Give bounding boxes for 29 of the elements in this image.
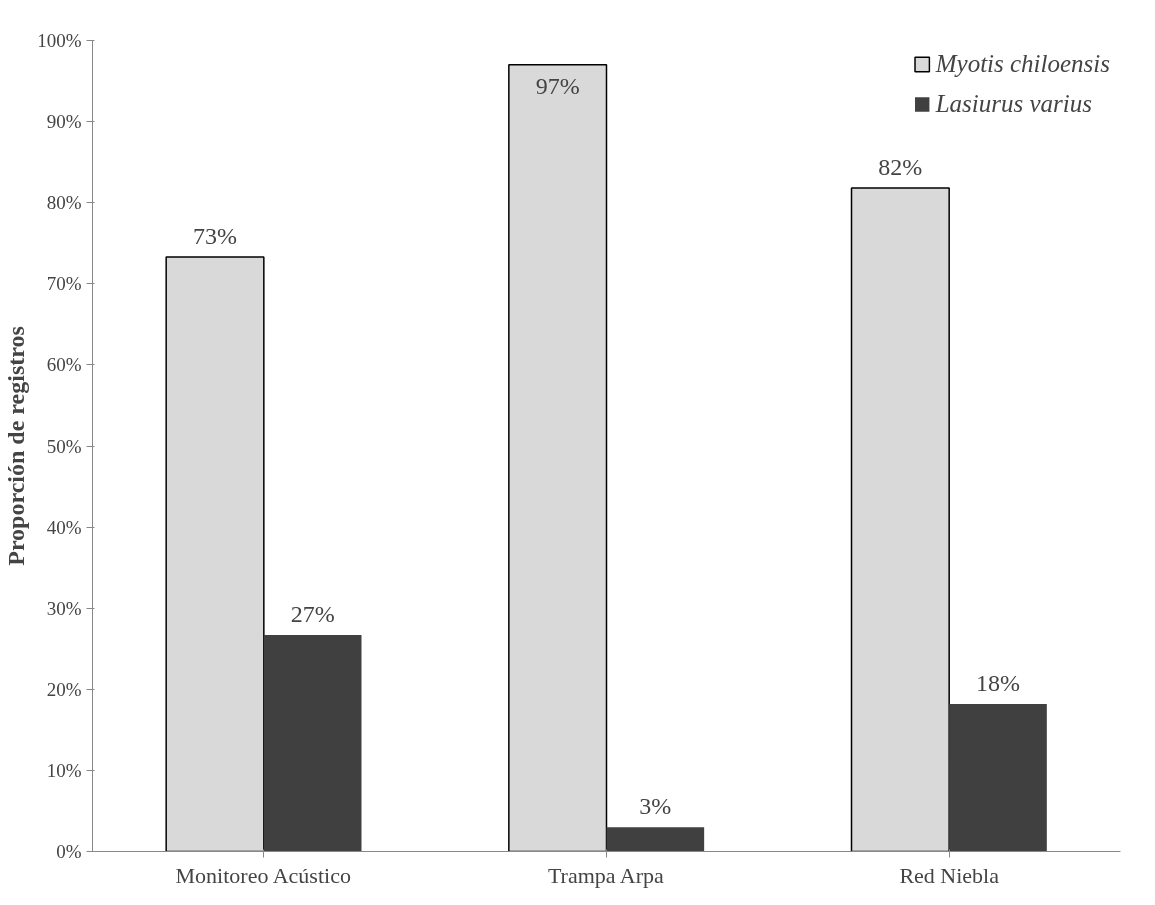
bar — [508, 64, 608, 852]
y-tick-label: 10% — [46, 759, 82, 781]
bar — [949, 703, 1047, 852]
data-label: 18% — [976, 669, 1020, 696]
legend-label: Myotis chiloensis — [935, 50, 1110, 78]
x-tick-label: Monitoreo Acústico — [175, 862, 351, 888]
y-tick-label: 60% — [46, 354, 82, 376]
data-label: 3% — [639, 793, 672, 820]
legend-label: Lasiurus varius — [935, 90, 1093, 118]
y-tick-label: 0% — [56, 841, 82, 862]
y-tick-label: 100% — [37, 30, 82, 51]
y-tick-label: 80% — [46, 192, 82, 214]
data-label: 97% — [535, 72, 580, 99]
y-tick-label: 30% — [46, 597, 82, 619]
y-tick-label: 50% — [46, 435, 82, 457]
data-label: 27% — [290, 600, 335, 627]
y-tick-label: 90% — [46, 111, 82, 133]
bar — [606, 827, 705, 852]
y-tick-label: 40% — [46, 516, 82, 538]
bar — [165, 256, 265, 852]
x-tick-label: Red Niebla — [899, 862, 1000, 888]
bar — [263, 634, 362, 852]
bar — [850, 187, 950, 852]
data-label: 82% — [878, 154, 923, 181]
y-tick-label: 20% — [46, 678, 82, 700]
y-tick-label: 70% — [46, 273, 82, 295]
y-axis-title: Proporción de registros — [3, 326, 30, 566]
x-tick-label: Trampa Arpa — [547, 862, 665, 888]
data-label: 73% — [193, 223, 238, 250]
